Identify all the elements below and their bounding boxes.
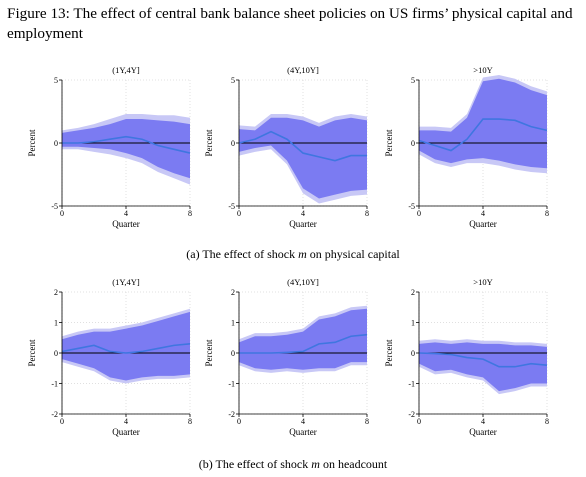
y-tick-label: -5 bbox=[51, 202, 58, 211]
y-tick-label: -1 bbox=[408, 380, 415, 389]
x-tick-label: 8 bbox=[545, 417, 549, 426]
subplot-title: (4Y,10Y] bbox=[287, 65, 319, 75]
caption-a-prefix: (a) The effect of shock bbox=[186, 247, 299, 261]
point-estimate-line bbox=[62, 135, 191, 154]
x-tick-label: 8 bbox=[365, 417, 369, 426]
x-tick-label: 0 bbox=[237, 209, 241, 218]
caption-b-var: m bbox=[311, 457, 320, 471]
caption-a-suffix: on physical capital bbox=[306, 247, 400, 261]
y-axis-label: Percent bbox=[384, 339, 394, 366]
y-axis-label: Percent bbox=[204, 339, 214, 366]
y-tick-label: 0 bbox=[54, 349, 58, 358]
y-tick-label: 5 bbox=[231, 76, 235, 85]
subplot-title: >10Y bbox=[473, 65, 492, 75]
y-tick-label: 1 bbox=[54, 319, 58, 328]
y-tick-label: -5 bbox=[408, 202, 415, 211]
y-tick-label: -1 bbox=[51, 380, 58, 389]
y-tick-label: 0 bbox=[411, 349, 415, 358]
x-axis-label: Quarter bbox=[289, 219, 316, 229]
inner-confidence-band bbox=[62, 311, 190, 381]
y-tick-label: 0 bbox=[231, 139, 235, 148]
x-tick-label: 8 bbox=[188, 417, 192, 426]
x-tick-label: 8 bbox=[188, 209, 192, 218]
subplot-title: (4Y,10Y] bbox=[287, 277, 319, 287]
y-tick-label: -5 bbox=[228, 202, 235, 211]
y-tick-label: 0 bbox=[54, 139, 58, 148]
x-tick-label: 4 bbox=[481, 209, 485, 218]
subplot-title: >10Y bbox=[473, 277, 492, 287]
caption-b-suffix: on headcount bbox=[319, 457, 388, 471]
y-tick-label: 2 bbox=[54, 288, 58, 297]
caption-b-prefix: (b) The effect of shock bbox=[198, 457, 312, 471]
inner-confidence-band bbox=[239, 308, 367, 370]
y-tick-label: 2 bbox=[231, 288, 235, 297]
caption-a-var: m bbox=[298, 247, 307, 261]
inner-confidence-band bbox=[62, 119, 190, 179]
y-tick-label: -2 bbox=[228, 410, 235, 419]
y-tick-label: 0 bbox=[411, 139, 415, 148]
point-estimate-line bbox=[418, 352, 548, 368]
x-axis-label: Quarter bbox=[469, 427, 496, 437]
y-axis-label: Percent bbox=[27, 339, 37, 366]
inner-confidence-band bbox=[239, 117, 367, 199]
y-tick-label: 0 bbox=[231, 349, 235, 358]
figure-title: Figure 13: The effect of central bank ba… bbox=[7, 5, 573, 42]
caption-panel-b: (b) The effect of shock m on headcount bbox=[0, 457, 586, 472]
point-estimate-line bbox=[61, 343, 191, 354]
x-axis-label: Quarter bbox=[112, 219, 139, 229]
subplot-title: (1Y,4Y] bbox=[112, 65, 140, 75]
y-axis-label: Percent bbox=[384, 129, 394, 156]
point-estimate-line bbox=[418, 118, 548, 152]
x-tick-label: 0 bbox=[417, 209, 421, 218]
y-tick-label: -2 bbox=[51, 410, 58, 419]
y-axis-label: Percent bbox=[204, 129, 214, 156]
x-tick-label: 0 bbox=[60, 209, 64, 218]
inner-confidence-band bbox=[419, 78, 547, 169]
x-axis-label: Quarter bbox=[112, 427, 139, 437]
y-tick-label: -1 bbox=[228, 380, 235, 389]
caption-panel-a: (a) The effect of shock m on physical ca… bbox=[0, 247, 586, 262]
subplot-title: (1Y,4Y] bbox=[112, 277, 140, 287]
y-tick-label: 5 bbox=[54, 76, 58, 85]
x-tick-label: 0 bbox=[60, 417, 64, 426]
point-estimate-line bbox=[238, 130, 367, 162]
y-tick-label: 1 bbox=[411, 319, 415, 328]
y-axis-label: Percent bbox=[27, 129, 37, 156]
x-tick-label: 0 bbox=[417, 417, 421, 426]
x-axis-label: Quarter bbox=[289, 427, 316, 437]
x-tick-label: 4 bbox=[124, 209, 128, 218]
x-tick-label: 4 bbox=[481, 417, 485, 426]
y-tick-label: 1 bbox=[231, 319, 235, 328]
x-axis-label: Quarter bbox=[469, 219, 496, 229]
x-tick-label: 4 bbox=[301, 417, 305, 426]
y-tick-label: 2 bbox=[411, 288, 415, 297]
y-tick-label: 5 bbox=[411, 76, 415, 85]
x-tick-label: 8 bbox=[365, 209, 369, 218]
y-tick-label: -2 bbox=[408, 410, 415, 419]
x-tick-label: 8 bbox=[545, 209, 549, 218]
x-tick-label: 4 bbox=[124, 417, 128, 426]
point-estimate-line bbox=[239, 333, 368, 354]
x-tick-label: 4 bbox=[301, 209, 305, 218]
x-tick-label: 0 bbox=[237, 417, 241, 426]
